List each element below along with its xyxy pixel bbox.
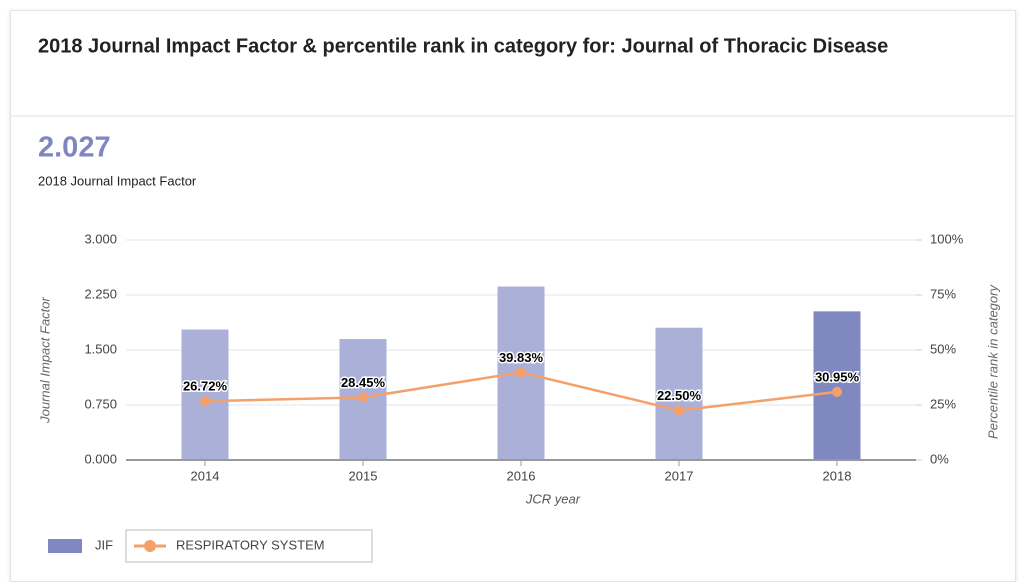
line-marker <box>200 396 210 407</box>
y2-tick-label: 50% <box>930 341 956 356</box>
x-tick-label: 2016 <box>507 468 536 483</box>
legend-swatch <box>48 539 82 553</box>
data-label: 28.45% <box>341 375 386 390</box>
legend-box <box>125 529 373 563</box>
headline: 2.027 <box>38 132 111 164</box>
line-marker <box>832 386 842 397</box>
x-tick-label: 2014 <box>191 468 220 483</box>
x-tick-label: 2018 <box>823 468 852 483</box>
data-label: 30.95% <box>815 369 860 384</box>
y-tick-label: 1.500 <box>84 341 117 356</box>
y2-tick-label: 75% <box>930 286 956 301</box>
bar <box>813 311 861 460</box>
data-label: 39.83% <box>499 350 544 365</box>
data-label: 26.72% <box>183 379 228 394</box>
bar <box>655 327 703 460</box>
y2-tick-label: 0% <box>930 451 949 466</box>
y-tick-label: 3.000 <box>84 231 117 246</box>
line-marker <box>358 392 368 403</box>
line-marker <box>674 405 684 416</box>
chart: 2018 Journal Impact Factor & percentile … <box>11 35 1014 563</box>
y2-tick-label: 100% <box>930 231 964 246</box>
page: {"chart_data": { "type": "bar_line", "ti… <box>10 10 1016 582</box>
bar <box>181 329 229 460</box>
y2-axis-title: Percentile rank in category <box>985 284 1000 439</box>
data-label: 22.50% <box>657 388 702 403</box>
subtitle: 2018 Journal Impact Factor <box>38 173 197 188</box>
x-tick-label: 2015 <box>349 468 378 483</box>
y-tick-label: 0.000 <box>84 451 117 466</box>
y-tick-label: 2.250 <box>84 286 117 301</box>
line-marker <box>516 367 526 378</box>
y-tick-label: 0.750 <box>84 396 117 411</box>
y-axis-title: Journal Impact Factor <box>37 296 52 423</box>
x-axis-title: JCR year <box>525 491 581 506</box>
legend-label: RESPIRATORY SYSTEM <box>176 537 325 552</box>
legend-label: JIF <box>95 537 113 552</box>
y2-tick-label: 25% <box>930 396 956 411</box>
chart-title: 2018 Journal Impact Factor & percentile … <box>38 35 888 57</box>
x-tick-label: 2017 <box>665 468 694 483</box>
legend-marker <box>144 540 156 552</box>
